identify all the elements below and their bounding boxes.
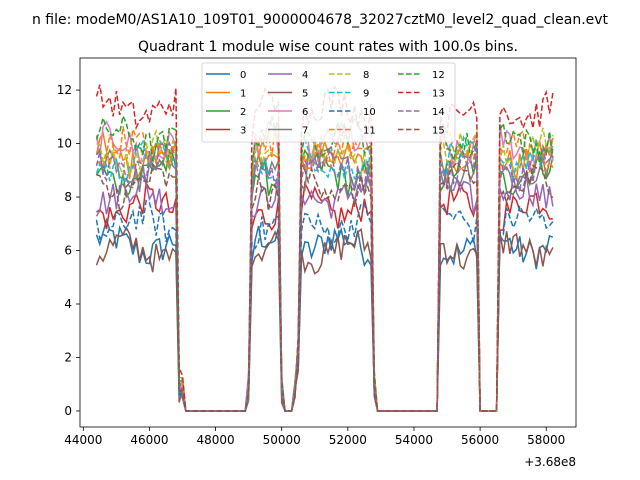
series-layer (95, 84, 554, 412)
y-tick-label: 2 (64, 350, 72, 364)
figure-suptitle: n file: modeM0/AS1A10_109T01_9000004678_… (32, 12, 609, 28)
legend-label-6: 6 (302, 107, 308, 118)
series-line-3 (96, 180, 553, 412)
legend-label-9: 9 (363, 89, 369, 100)
y-tick-label: 12 (57, 83, 72, 97)
legend-label-2: 2 (240, 107, 246, 118)
legend-label-12: 12 (432, 70, 445, 81)
x-tick-label: 44000 (64, 433, 102, 447)
legend-label-3: 3 (240, 126, 246, 137)
legend-label-14: 14 (432, 107, 445, 118)
plot-frame (79, 57, 577, 428)
legend-label-5: 5 (302, 89, 308, 100)
legend-label-10: 10 (363, 107, 376, 118)
legend-label-15: 15 (432, 126, 445, 137)
y-tick-label: 10 (57, 137, 72, 151)
chart-title: Quadrant 1 module wise count rates with … (138, 39, 518, 55)
x-axis: 44000 46000 48000 50000 52000 54000 56000 58000 (64, 427, 565, 447)
series-line-4 (95, 168, 554, 412)
legend-label-7: 7 (302, 126, 308, 137)
series-line-0 (95, 217, 554, 412)
series-line-1 (95, 131, 554, 412)
legend-label-1: 1 (240, 89, 246, 100)
y-tick-label: 4 (64, 297, 72, 311)
x-tick-label: 48000 (196, 433, 234, 447)
series-line-5 (95, 225, 554, 412)
series-line-10 (95, 199, 554, 412)
y-axis: 0 2 4 6 8 10 12 (57, 83, 80, 418)
series-line-9 (95, 134, 554, 412)
legend-label-8: 8 (363, 70, 369, 81)
legend-label-11: 11 (363, 126, 376, 137)
legend-label-4: 4 (302, 70, 308, 81)
x-tick-label: 56000 (461, 433, 499, 447)
legend-box (201, 62, 456, 143)
x-offset-label: +3.68e8 (524, 455, 576, 469)
series-line-8 (96, 127, 554, 412)
x-tick-label: 58000 (527, 433, 565, 447)
x-tick-label: 50000 (263, 433, 301, 447)
legend-label-0: 0 (240, 70, 246, 81)
x-tick-label: 54000 (395, 433, 433, 447)
y-tick-label: 0 (64, 404, 72, 418)
y-tick-label: 6 (64, 244, 72, 258)
y-tick-label: 8 (64, 190, 72, 204)
legend-label-13: 13 (432, 89, 445, 100)
series-line-15 (96, 160, 554, 412)
series-line-14 (95, 141, 554, 412)
x-tick-label: 52000 (329, 433, 367, 447)
x-tick-label: 46000 (130, 433, 168, 447)
